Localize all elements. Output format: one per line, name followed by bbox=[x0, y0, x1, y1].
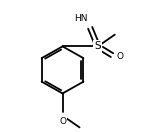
Text: O: O bbox=[117, 52, 124, 61]
Text: S: S bbox=[94, 41, 101, 51]
Text: HN: HN bbox=[74, 14, 87, 23]
Text: O: O bbox=[59, 117, 66, 126]
